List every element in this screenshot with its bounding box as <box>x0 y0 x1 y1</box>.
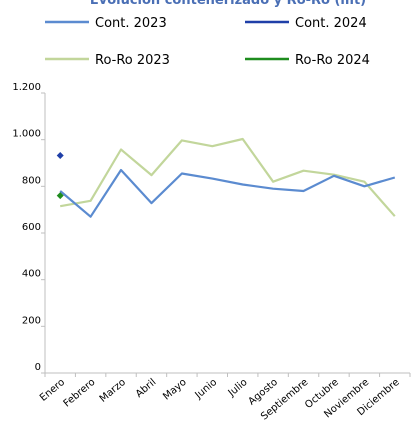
y-tick-label: 800 <box>22 175 41 186</box>
x-tick-label-febrero: Febrero <box>62 377 98 410</box>
point-cont-2024 <box>56 152 64 160</box>
y-tick-label: 200 <box>22 315 41 326</box>
legend-item-cont-2024: Cont. 2024 <box>245 16 367 31</box>
legend-item-ro-ro-2023: Ro-Ro 2023 <box>45 53 170 68</box>
chart-legend: Cont. 2023 Cont. 2024 Ro-Ro 2023 Ro-Ro 2024 <box>45 16 370 68</box>
legend-label: Ro-Ro 2023 <box>95 53 170 68</box>
chart-title: Evolución contenerizado y Ro-Ro (mt) <box>90 0 366 8</box>
legend-label: Ro-Ro 2024 <box>295 53 370 68</box>
legend-label: Cont. 2024 <box>295 16 367 31</box>
legend-label: Cont. 2023 <box>95 16 167 31</box>
series-line-ro-ro-2023 <box>60 137 396 217</box>
y-tick-label: 1.000 <box>12 129 41 140</box>
y-tick-label: 0 <box>35 362 41 373</box>
x-tick-label-marzo: Marzo <box>98 377 128 405</box>
x-tick-label-junio: Junio <box>193 377 220 402</box>
point-ro-ro-2024 <box>56 192 64 200</box>
x-tick-label-abril: Abril <box>134 377 159 400</box>
x-tick-label-mayo: Mayo <box>161 377 189 403</box>
x-tick-label-julio: Julio <box>226 377 250 400</box>
y-tick-label: 600 <box>22 222 41 233</box>
legend-item-ro-ro-2024: Ro-Ro 2024 <box>245 53 370 68</box>
y-tick-label: 400 <box>22 269 41 280</box>
legend-item-cont-2023: Cont. 2023 <box>45 16 167 31</box>
y-tick-label: 1.200 <box>12 82 41 93</box>
series-line-cont-2023 <box>59 168 396 218</box>
